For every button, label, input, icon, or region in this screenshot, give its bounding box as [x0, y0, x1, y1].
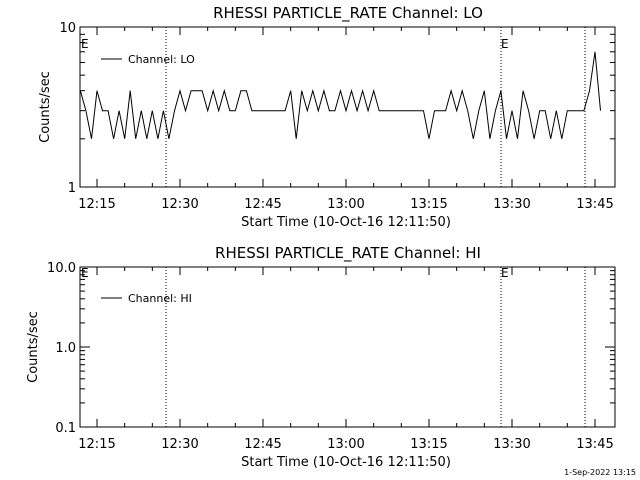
- x-tick-label: 13:00: [327, 197, 364, 212]
- chart-title: RHESSI PARTICLE_RATE Channel: HI: [215, 244, 481, 263]
- series-line-lo: [79, 51, 601, 139]
- x-tick-label: 12:30: [161, 437, 198, 452]
- legend-entry: Channel: LO: [128, 53, 195, 66]
- y-tick-label: 0.1: [55, 421, 76, 436]
- x-tick-labels: 12:15 12:30 12:45 13:00 13:15 13:30 13:4…: [78, 197, 613, 212]
- event-marker: E: [81, 266, 89, 280]
- event-marker: E: [501, 37, 509, 51]
- legend-entry: Channel: HI: [128, 292, 192, 305]
- plot-frame: [79, 266, 616, 428]
- x-tick-label: 12:45: [244, 437, 281, 452]
- y-axis-label: Counts/sec: [26, 311, 41, 383]
- x-tick-marks: [96, 27, 596, 187]
- y-tick-marks: [80, 266, 615, 428]
- y-tick-label: 10: [59, 21, 76, 36]
- x-axis-label: Start Time (10-Oct-16 12:11:50): [241, 455, 451, 470]
- x-tick-label: 13:30: [493, 197, 530, 212]
- x-tick-labels: 12:15 12:30 12:45 13:00 13:15 13:30 13:4…: [78, 437, 613, 452]
- panel-lo: RHESSI PARTICLE_RATE Channel: LO Counts/…: [38, 4, 616, 230]
- y-tick-label: 10.0: [47, 261, 76, 276]
- x-axis-label: Start Time (10-Oct-16 12:11:50): [241, 215, 451, 230]
- event-marker: E: [81, 37, 89, 51]
- x-tick-label: 13:00: [327, 437, 364, 452]
- x-tick-label: 13:45: [576, 197, 613, 212]
- footer-timestamp: 1-Sep-2022 13:15: [564, 468, 636, 477]
- x-tick-label: 13:30: [493, 437, 530, 452]
- y-tick-marks: [80, 26, 615, 188]
- y-tick-label: 1.0: [55, 341, 76, 356]
- x-tick-label: 12:30: [161, 197, 198, 212]
- event-marker: E: [501, 266, 509, 280]
- x-tick-label: 13:15: [410, 437, 447, 452]
- x-tick-label: 12:45: [244, 197, 281, 212]
- plot-frame: [79, 26, 616, 188]
- x-tick-label: 12:15: [78, 437, 115, 452]
- x-tick-label: 13:15: [410, 197, 447, 212]
- x-tick-marks: [96, 267, 596, 427]
- x-tick-label: 13:45: [576, 437, 613, 452]
- y-tick-label: 1: [68, 181, 76, 196]
- y-axis-label: Counts/sec: [38, 71, 53, 143]
- x-tick-label: 12:15: [78, 197, 115, 212]
- chart-title: RHESSI PARTICLE_RATE Channel: LO: [213, 4, 483, 23]
- panel-hi: RHESSI PARTICLE_RATE Channel: HI Counts/…: [26, 244, 616, 470]
